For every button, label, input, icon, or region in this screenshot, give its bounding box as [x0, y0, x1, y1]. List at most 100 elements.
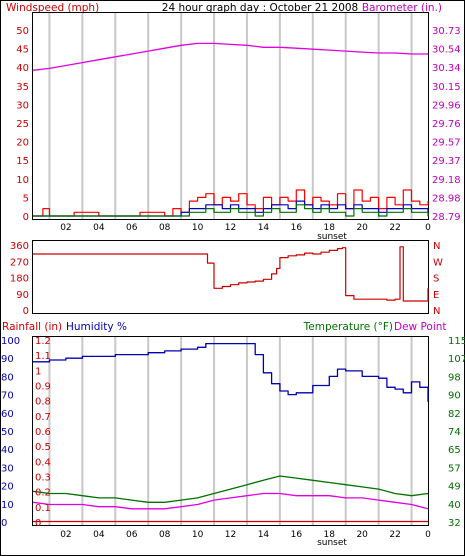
compass-tick-label: W — [433, 257, 443, 268]
rainfall-tick-label: 0.1 — [35, 503, 51, 514]
direction-tick-label: 180 — [10, 274, 29, 285]
humidity-tick-label: 0 — [1, 518, 7, 529]
hour-tick-label: 10 — [192, 223, 204, 233]
barometer-axis-label: Barometer (in.) — [362, 2, 442, 14]
temperature-tick-label: 40 — [448, 500, 461, 511]
windspeed-tick-label: 0 — [23, 212, 29, 223]
chart-title: 24 hour graph day : October 21 2008 — [162, 2, 358, 14]
temperature-line — [32, 475, 429, 503]
temperature-tick-label: 32 — [448, 518, 461, 529]
humidity-tick-label: 40 — [1, 445, 14, 456]
temperature-tick-label: 107 — [448, 354, 465, 365]
windspeed-tick-label: 35 — [16, 82, 29, 93]
barometer-tick-label: 30.54 — [432, 45, 461, 56]
hour-tick-label: 08 — [159, 530, 171, 540]
barometer-tick-label: 29.37 — [432, 156, 461, 167]
humidity-tick-label: 80 — [1, 372, 14, 383]
wind-direction-line — [33, 246, 429, 302]
compass-tick-label: E — [433, 290, 439, 301]
barometer-line — [32, 42, 428, 71]
direction-panel-frame — [32, 240, 429, 314]
humidity-panel-frame — [32, 336, 429, 526]
hour-tick-label: 18 — [324, 530, 336, 540]
hour-tick-label: 22 — [389, 223, 400, 233]
temperature-tick-label: 90 — [448, 391, 461, 402]
rainfall-tick-label: 1.1 — [35, 351, 51, 362]
windspeed-tick-label: 25 — [16, 119, 29, 130]
barometer-tick-label: 29.18 — [432, 175, 461, 186]
hour-tick-label: 22 — [389, 530, 400, 540]
windspeed-tick-label: 50 — [16, 26, 29, 37]
hour-tick-label: 06 — [126, 530, 138, 540]
hour-tick-label: 14 — [258, 530, 270, 540]
rainfall-tick-label: 0.6 — [35, 427, 51, 438]
temperature-tick-label: 65 — [448, 445, 461, 456]
barometer-tick-label: 30.73 — [432, 26, 461, 37]
rainfall-tick-label: 1 — [35, 366, 41, 377]
direction-tick-label: 360 — [10, 241, 29, 252]
temperature-tick-label: 115 — [448, 336, 465, 347]
humidity-tick-label: 50 — [1, 427, 14, 438]
rainfall-axis-label: Rainfall (in) — [2, 321, 62, 333]
hour-tick-label: 16 — [291, 223, 303, 233]
compass-tick-label: S — [433, 274, 439, 285]
windspeed-tick-label: 45 — [16, 45, 29, 56]
compass-tick-label: N — [433, 241, 440, 252]
temperature-tick-label: 57 — [448, 463, 461, 474]
hour-tick-label: 16 — [291, 530, 303, 540]
barometer-tick-label: 28.98 — [432, 193, 461, 204]
humidity-tick-label: 10 — [1, 500, 14, 511]
sunset-label-top: sunset — [317, 232, 347, 242]
temperature-tick-label: 74 — [448, 427, 461, 438]
barometer-tick-label: 29.57 — [432, 138, 461, 149]
windspeed-tick-label: 40 — [16, 63, 29, 74]
humidity-axis-label: Humidity % — [66, 321, 127, 333]
hour-tick-label: 02 — [60, 223, 71, 233]
barometer-tick-label: 29.96 — [432, 100, 461, 111]
humidity-tick-label: 30 — [1, 463, 14, 474]
humidity-tick-label: 90 — [1, 354, 14, 365]
rainfall-tick-label: 0 — [35, 518, 41, 529]
rainfall-tick-label: 0.2 — [35, 488, 51, 499]
hour-tick-label: 12 — [225, 223, 236, 233]
rainfall-tick-label: 0.4 — [35, 457, 51, 468]
direction-tick-label: 90 — [16, 290, 29, 301]
rainfall-tick-label: 1.2 — [35, 336, 51, 347]
hour-tick-label: 10 — [192, 530, 204, 540]
direction-tick-label: 270 — [10, 257, 29, 268]
humidity-line — [33, 342, 429, 402]
temperature-tick-label: 98 — [448, 372, 461, 383]
hour-tick-label: 0 — [425, 530, 431, 540]
humidity-tick-label: 60 — [1, 409, 14, 420]
hour-tick-label: 20 — [356, 223, 368, 233]
humidity-tick-label: 100 — [1, 336, 20, 347]
hour-tick-label: 0 — [425, 223, 431, 233]
wind-average-line — [33, 200, 429, 217]
humidity-tick-label: 70 — [1, 391, 14, 402]
temperature-axis-label: Temperature (°F) — [303, 321, 393, 333]
windspeed-tick-label: 30 — [16, 100, 29, 111]
barometer-tick-label: 29.76 — [432, 119, 461, 130]
wind-panel-frame — [32, 12, 429, 220]
windspeed-tick-label: 20 — [16, 138, 29, 149]
wind-speed-line — [33, 204, 429, 217]
hour-tick-label: 18 — [324, 223, 336, 233]
windspeed-axis-label: Windspeed (mph) — [6, 2, 99, 14]
dewpoint-axis-label: Dew Point — [394, 321, 447, 333]
rainfall-tick-label: 0.3 — [35, 473, 51, 484]
windspeed-tick-label: 10 — [16, 175, 29, 186]
hour-tick-label: 08 — [159, 223, 171, 233]
hour-tick-label: 04 — [93, 530, 105, 540]
hour-tick-label: 04 — [93, 223, 105, 233]
direction-tick-label: 0 — [23, 306, 29, 317]
temperature-tick-label: 82 — [448, 409, 461, 420]
windspeed-tick-label: 5 — [23, 193, 29, 204]
barometer-tick-label: 30.34 — [432, 63, 461, 74]
rainfall-tick-label: 0.8 — [35, 397, 51, 408]
barometer-tick-label: 30.15 — [432, 82, 461, 93]
hour-tick-label: 14 — [258, 223, 270, 233]
hour-tick-label: 02 — [60, 530, 71, 540]
dewpoint-line — [32, 492, 429, 510]
